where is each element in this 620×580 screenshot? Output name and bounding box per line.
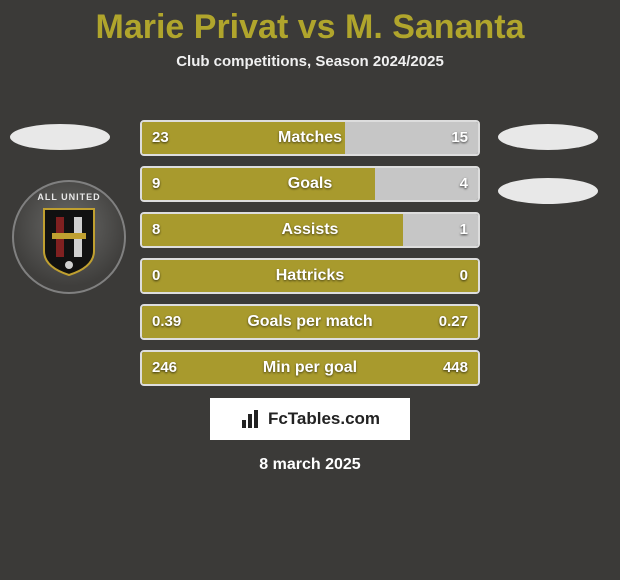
stat-bar-left-value: 23 <box>152 122 169 154</box>
stat-bar-right-value: 15 <box>451 122 468 154</box>
stat-bar-label: Min per goal <box>142 352 478 384</box>
stat-bar-right-value: 4 <box>460 168 468 200</box>
page-title: Marie Privat vs M. Sananta <box>0 0 620 47</box>
stat-bar-label: Matches <box>142 122 478 154</box>
stat-bar-right-value: 0.27 <box>439 306 468 338</box>
subtitle: Club competitions, Season 2024/2025 <box>0 53 620 70</box>
stat-bar-left-value: 8 <box>152 214 160 246</box>
player2-photo-placeholder-2 <box>498 178 598 204</box>
stat-bar-left-value: 9 <box>152 168 160 200</box>
vs-separator: vs <box>298 8 336 46</box>
player1-photo-placeholder <box>10 124 110 150</box>
stat-bar-label: Hattricks <box>142 260 478 292</box>
stat-bar-right-value: 0 <box>460 260 468 292</box>
stat-bar-label: Goals <box>142 168 478 200</box>
club-badge-label: ALL UNITED <box>14 192 124 202</box>
shield-icon <box>42 207 96 277</box>
stat-bar-row: Goals9 4 <box>140 166 480 202</box>
stat-bar-row: Min per goal246 448 <box>140 350 480 386</box>
fctables-logo-text: FcTables.com <box>268 409 380 429</box>
stat-bar-row: Matches23 15 <box>140 120 480 156</box>
stat-bar-row: Hattricks0 0 <box>140 258 480 294</box>
stat-bar-left-value: 246 <box>152 352 177 384</box>
date: 8 march 2025 <box>0 456 620 474</box>
stat-bars: Matches23 15 Goals9 4 Assists8 1 Hattricks0 0 Go… <box>140 120 480 396</box>
stat-bar-label: Assists <box>142 214 478 246</box>
chart-icon <box>240 408 262 430</box>
club-badge-circle: ALL UNITED <box>12 180 126 294</box>
club-badge: ALL UNITED <box>12 180 126 294</box>
player2-name: M. Sananta <box>345 8 524 46</box>
stat-bar-row: Assists8 1 <box>140 212 480 248</box>
stat-bar-right-value: 1 <box>460 214 468 246</box>
stat-bar-right-value: 448 <box>443 352 468 384</box>
stat-bar-left-value: 0 <box>152 260 160 292</box>
player1-name: Marie Privat <box>96 8 289 46</box>
stat-bar-left-value: 0.39 <box>152 306 181 338</box>
stat-bar-label: Goals per match <box>142 306 478 338</box>
fctables-logo[interactable]: FcTables.com <box>210 398 410 440</box>
player2-photo-placeholder-1 <box>498 124 598 150</box>
stat-bar-row: Goals per match0.39 0.27 <box>140 304 480 340</box>
